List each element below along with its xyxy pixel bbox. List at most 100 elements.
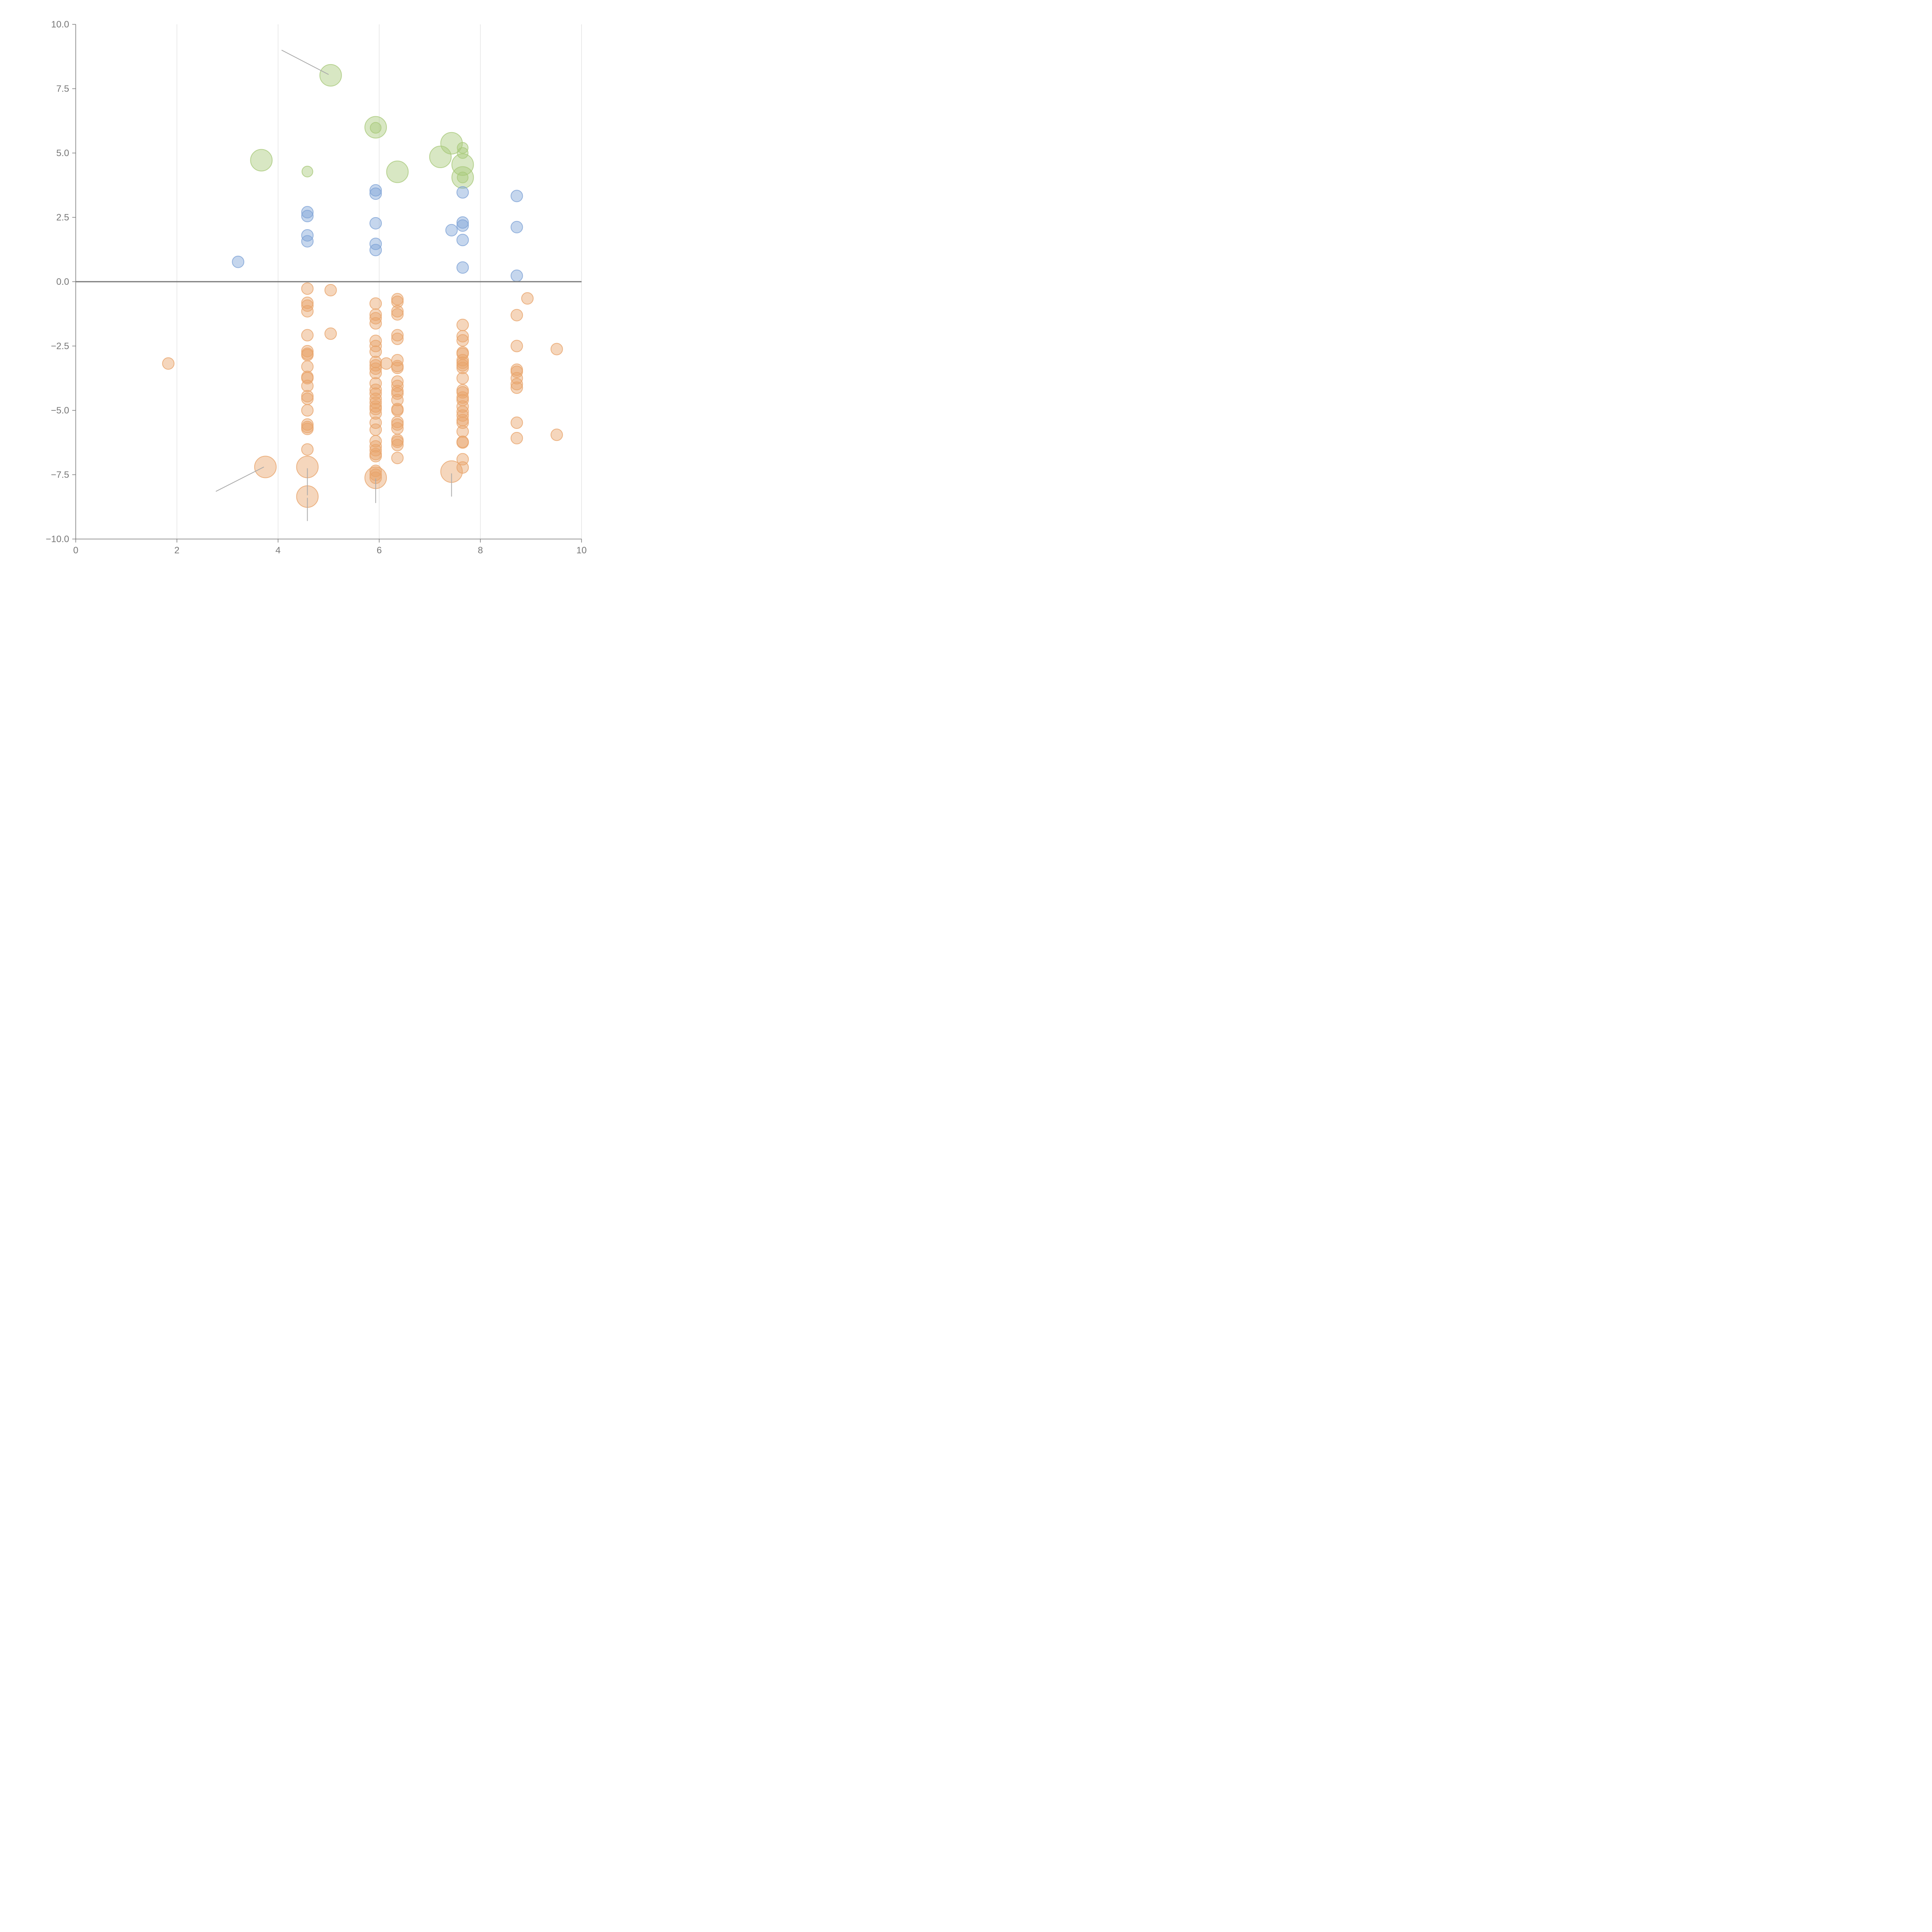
annotation-leader-line <box>216 466 264 492</box>
data-point <box>521 292 534 305</box>
data-point <box>456 359 469 372</box>
data-point <box>440 132 463 155</box>
data-point <box>456 416 469 429</box>
data-point <box>301 379 314 392</box>
data-point <box>391 362 404 374</box>
data-point <box>391 452 404 464</box>
data-point <box>510 269 523 282</box>
x-tick-label: 10 <box>577 545 587 556</box>
data-point <box>369 450 382 463</box>
data-point <box>369 383 382 396</box>
data-point <box>369 435 382 447</box>
data-point <box>510 190 523 202</box>
data-point <box>456 356 469 369</box>
data-point <box>301 165 313 177</box>
data-point <box>510 378 523 391</box>
data-point <box>369 464 382 477</box>
data-point <box>301 360 314 373</box>
data-point <box>369 244 382 257</box>
data-point <box>391 394 404 406</box>
y-tick-label: 2.5 <box>56 213 69 223</box>
data-point <box>369 312 382 325</box>
data-point <box>301 418 314 431</box>
data-point <box>391 305 404 318</box>
y-tick-label: −10.0 <box>46 534 69 544</box>
data-point <box>451 153 474 176</box>
data-point <box>510 432 523 444</box>
data-point <box>301 305 314 318</box>
chart-svg: 0 2 4 6 8 10 10.0 7.5 5.0 2.5 0.0 −2.5 −5.0 −7.5 −10.0 <box>46 19 587 556</box>
data-point <box>510 309 523 321</box>
data-point <box>510 381 523 394</box>
data-point <box>319 64 342 87</box>
data-point <box>391 415 404 428</box>
data-point <box>391 435 404 448</box>
data-point <box>456 362 469 374</box>
data-point <box>369 407 382 420</box>
data-point <box>232 255 245 268</box>
y-tick-label: 5.0 <box>56 148 69 158</box>
data-point <box>456 219 469 232</box>
data-point <box>369 362 382 375</box>
y-tick-label: −5.0 <box>51 405 69 416</box>
data-point <box>391 329 404 342</box>
data-point <box>369 396 382 409</box>
data-point <box>391 439 404 451</box>
data-point <box>456 409 469 422</box>
data-point <box>391 404 404 417</box>
data-point <box>369 317 382 330</box>
data-point <box>456 391 469 404</box>
x-tick-label: 4 <box>276 545 281 556</box>
data-point <box>456 261 469 274</box>
data-point <box>250 149 273 172</box>
data-point <box>391 418 404 431</box>
data-point <box>369 423 382 436</box>
data-point <box>456 234 469 247</box>
data-point <box>456 186 469 199</box>
y-tick-label: 0.0 <box>56 277 69 287</box>
data-point <box>369 345 382 358</box>
data-point <box>510 340 523 352</box>
data-point <box>369 416 382 429</box>
data-point <box>369 187 382 200</box>
x-tick-label: 0 <box>73 545 78 556</box>
data-point <box>369 367 382 379</box>
y-tick-label: −2.5 <box>51 341 69 352</box>
data-point <box>456 318 469 331</box>
data-point <box>391 385 404 398</box>
y-tick-label: 10.0 <box>51 19 69 30</box>
data-point <box>301 349 314 361</box>
data-point <box>391 422 404 435</box>
y-tick-label: −7.5 <box>51 470 69 480</box>
bubble-chart: 0 2 4 6 8 10 10.0 7.5 5.0 2.5 0.0 −2.5 −5.0 −7.5 −10.0 <box>0 0 600 600</box>
data-point <box>301 422 314 435</box>
data-point <box>445 224 458 236</box>
data-point <box>369 377 382 390</box>
annotation-leaders <box>216 49 452 521</box>
data-point <box>369 355 382 368</box>
data-point <box>429 145 452 168</box>
data-point <box>369 400 382 413</box>
data-point <box>301 345 314 357</box>
data-point <box>456 436 469 449</box>
data-point <box>364 116 387 139</box>
data-point <box>369 184 382 197</box>
data-point <box>301 390 314 403</box>
bubble-marks <box>162 64 563 508</box>
data-point <box>369 297 382 310</box>
annotation-leader-line <box>281 49 329 75</box>
x-tick-label: 8 <box>478 545 483 556</box>
data-point <box>550 343 563 355</box>
data-point <box>301 404 314 417</box>
x-tick-label: 2 <box>174 545 179 556</box>
data-point <box>456 405 469 418</box>
data-point <box>456 216 469 229</box>
data-point <box>324 284 337 296</box>
data-point <box>451 166 474 189</box>
data-point <box>386 160 409 183</box>
tick-labels: 0 2 4 6 8 10 10.0 7.5 5.0 2.5 0.0 −2.5 −5.0 −7.5 −10.0 <box>46 19 587 556</box>
data-point <box>391 375 404 388</box>
data-point <box>324 327 337 340</box>
y-tick-label: 7.5 <box>56 84 69 94</box>
data-point <box>391 293 404 306</box>
